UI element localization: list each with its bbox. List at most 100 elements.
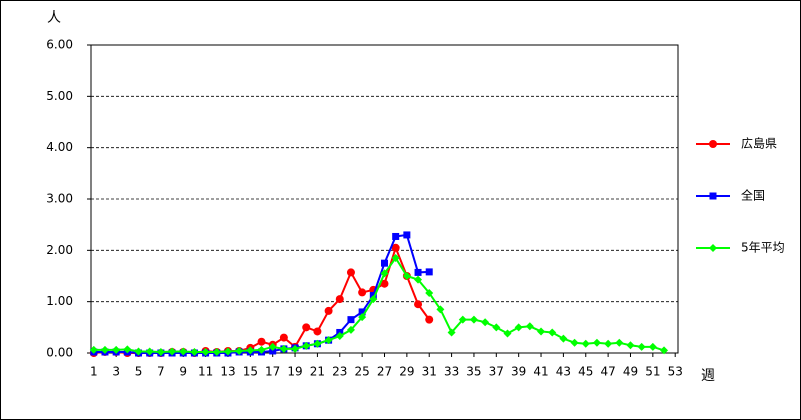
data-point	[279, 333, 288, 342]
x-tick-label: 27	[377, 365, 392, 379]
y-unit: 人	[47, 10, 61, 26]
data-point	[179, 347, 188, 356]
x-tick-label: 5	[135, 365, 143, 379]
data-point	[503, 329, 512, 338]
x-tick-label: 23	[332, 365, 347, 379]
data-point	[403, 231, 411, 239]
data-point	[469, 315, 478, 324]
data-point	[324, 336, 333, 345]
x-tick-label: 47	[600, 365, 615, 379]
data-point	[302, 323, 311, 332]
data-point	[347, 316, 355, 324]
data-point	[637, 342, 646, 351]
series-line	[93, 256, 665, 353]
data-point	[134, 347, 143, 356]
x-tick-label: 13	[220, 365, 235, 379]
data-point	[324, 306, 333, 315]
x-tick-label: 41	[533, 365, 548, 379]
data-point	[626, 341, 635, 350]
data-point	[291, 344, 300, 353]
y-tick-label: 0.00	[46, 346, 73, 360]
x-tick-label: 51	[645, 365, 660, 379]
y-tick-label: 5.00	[46, 89, 73, 103]
x-tick-label: 9	[179, 365, 187, 379]
data-point	[235, 346, 244, 355]
x-tick-label: 49	[623, 365, 638, 379]
data-point	[381, 259, 388, 267]
data-point	[223, 347, 232, 356]
plot-border	[90, 44, 679, 354]
x-tick-label: 39	[511, 365, 526, 379]
data-point	[660, 346, 669, 355]
data-point	[246, 346, 255, 355]
data-point	[190, 347, 199, 356]
x-tick-label: 7	[157, 365, 165, 379]
data-point	[100, 345, 109, 354]
data-point	[492, 323, 501, 332]
data-point	[425, 288, 434, 297]
y-tick-label: 1.00	[46, 294, 73, 308]
data-point	[414, 268, 422, 276]
x-tick-label: 37	[489, 365, 504, 379]
data-point	[145, 347, 154, 356]
data-point	[257, 337, 266, 346]
data-point	[436, 305, 445, 314]
x-tick-label: 53	[668, 365, 683, 379]
data-point	[392, 232, 400, 240]
data-point	[391, 243, 400, 252]
x-tick-label: 35	[466, 365, 481, 379]
x-tick-label: 45	[578, 365, 593, 379]
data-point	[391, 254, 400, 263]
data-point	[414, 275, 423, 284]
data-point	[156, 347, 165, 356]
x-tick-label: 1	[90, 365, 98, 379]
data-point	[458, 315, 467, 324]
data-point	[481, 318, 490, 327]
legend-label: 5年平均	[741, 241, 785, 255]
data-point	[302, 341, 311, 350]
data-point	[559, 334, 568, 343]
x-tick-label: 25	[354, 365, 369, 379]
data-point	[369, 295, 378, 304]
data-point	[380, 279, 389, 288]
data-point	[402, 272, 411, 280]
data-point	[604, 339, 613, 348]
x-tick-label: 29	[399, 365, 414, 379]
data-point	[425, 268, 433, 276]
data-point	[335, 332, 344, 341]
data-point	[358, 308, 366, 316]
data-point	[380, 269, 389, 278]
legend-label: 広島県	[741, 136, 777, 151]
legend-marker	[709, 244, 717, 252]
x-tick-label: 21	[310, 365, 325, 379]
data-point	[648, 342, 657, 351]
data-point	[346, 325, 355, 334]
plot-area	[91, 45, 678, 353]
data-point	[268, 342, 277, 351]
y-tick-label: 2.00	[46, 243, 73, 257]
data-point	[425, 315, 434, 324]
data-point	[447, 328, 456, 337]
data-point	[201, 347, 210, 356]
x-tick-label: 43	[556, 365, 571, 379]
data-point	[313, 339, 322, 348]
data-point	[570, 338, 579, 347]
data-point	[525, 322, 534, 331]
legend-marker	[709, 140, 717, 148]
legend-marker	[709, 192, 717, 200]
data-point	[346, 268, 355, 277]
x-tick-label: 15	[243, 365, 258, 379]
x-tick-label: 33	[444, 365, 459, 379]
data-point	[279, 344, 288, 353]
data-point	[313, 327, 322, 336]
data-point	[514, 323, 523, 332]
y-tick-label: 6.00	[46, 38, 73, 52]
data-point	[592, 338, 601, 347]
data-point	[358, 313, 367, 322]
data-point	[89, 345, 98, 354]
data-point	[257, 345, 266, 354]
y-tick-label: 3.00	[46, 192, 73, 206]
data-point	[581, 339, 590, 348]
x-tick-label: 17	[265, 365, 280, 379]
